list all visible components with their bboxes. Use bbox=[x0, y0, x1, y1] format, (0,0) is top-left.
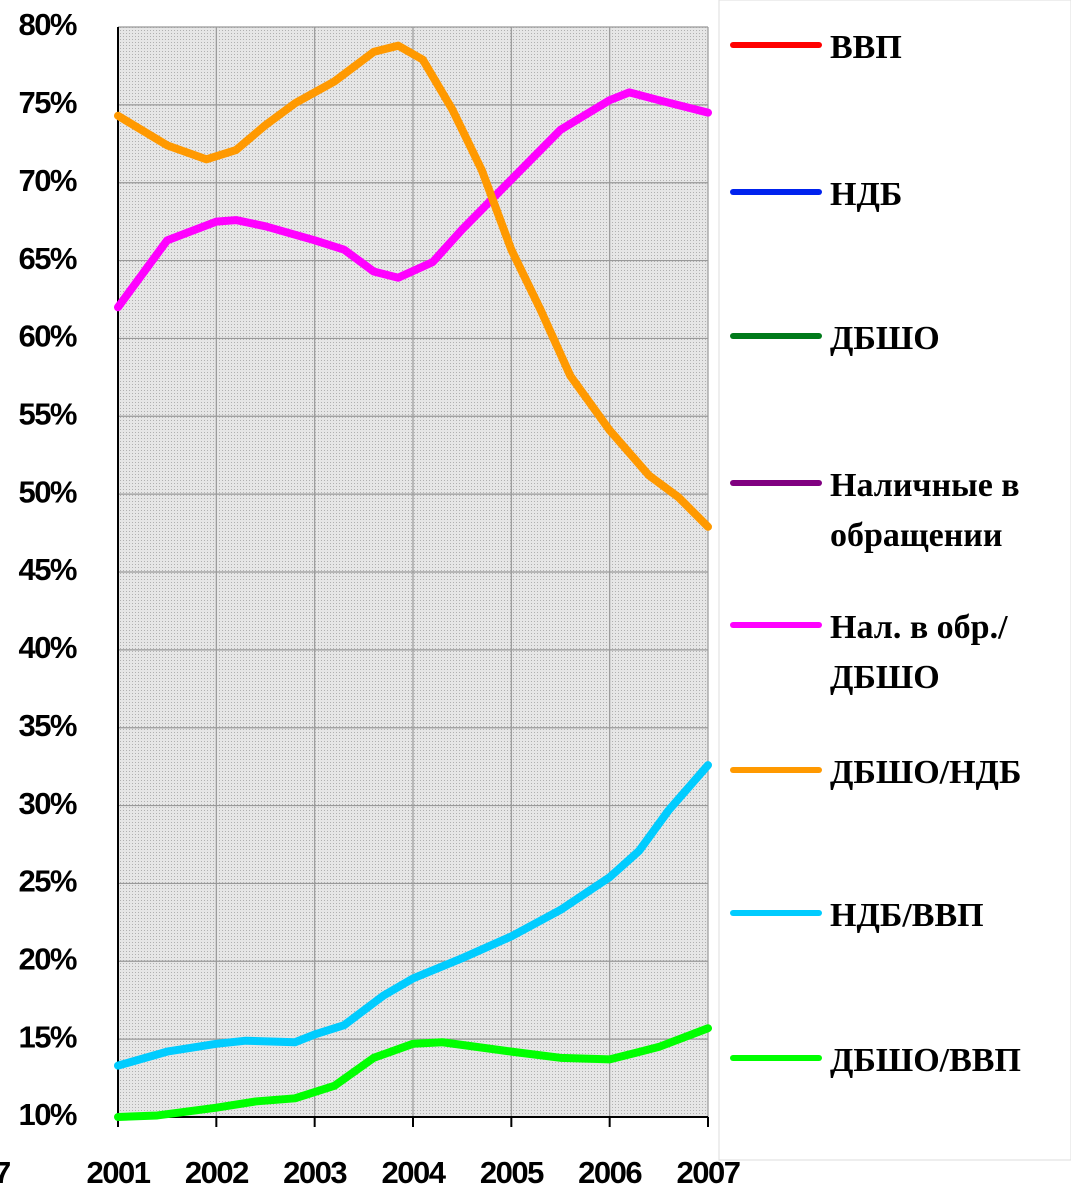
x-tick-label: 2003 bbox=[283, 1155, 347, 1190]
y-tick-label: 65% bbox=[18, 241, 76, 276]
y-tick-label: 50% bbox=[18, 474, 76, 509]
legend-label: ДБШО bbox=[830, 320, 940, 357]
y-tick-label: 30% bbox=[18, 786, 76, 821]
y-tick-label: 20% bbox=[18, 941, 76, 976]
x-tick-label: 2006 bbox=[578, 1155, 642, 1190]
series-line bbox=[114, 41, 712, 531]
legend-swatch bbox=[730, 767, 822, 773]
x-tick-label: 2002 bbox=[185, 1155, 248, 1190]
y-tick-label: 80% bbox=[18, 7, 76, 42]
legend-label: НДБ bbox=[830, 176, 903, 213]
legend-swatch bbox=[730, 1055, 822, 1061]
x-label-fragment: 7 bbox=[0, 1155, 10, 1190]
series-line bbox=[114, 1024, 712, 1121]
legend-swatch bbox=[730, 333, 822, 339]
y-tick-label: 10% bbox=[18, 1097, 76, 1132]
x-tick-label: 2004 bbox=[382, 1155, 447, 1190]
y-tick-label: 45% bbox=[18, 552, 76, 587]
y-tick-label: 60% bbox=[18, 319, 76, 354]
y-tick-label: 25% bbox=[18, 864, 76, 899]
series-line bbox=[114, 761, 712, 1070]
series-line bbox=[114, 88, 712, 312]
y-tick-label: 35% bbox=[18, 708, 76, 743]
legend-label: Нал. в обр./ДБШО bbox=[830, 609, 1008, 696]
legend-swatch bbox=[730, 480, 822, 486]
legend-swatch bbox=[730, 189, 822, 195]
legend-label: НДБ/ВВП bbox=[830, 897, 984, 934]
y-tick-label: 75% bbox=[18, 85, 76, 120]
x-tick-label: 2005 bbox=[480, 1155, 544, 1190]
y-tick-label: 70% bbox=[18, 163, 76, 198]
legend-swatch bbox=[730, 910, 822, 916]
legend-swatch bbox=[730, 42, 822, 48]
legend-label: ВВП bbox=[830, 29, 902, 66]
y-tick-label: 55% bbox=[18, 396, 76, 431]
x-tick-label: 2001 bbox=[87, 1155, 151, 1190]
legend-swatch bbox=[730, 622, 822, 628]
y-tick-label: 15% bbox=[18, 1019, 76, 1054]
legend-label: ДБШО/ВВП bbox=[830, 1042, 1021, 1079]
legend-label: ДБШО/НДБ bbox=[830, 754, 1022, 791]
y-tick-label: 40% bbox=[18, 630, 76, 665]
x-tick-label: 2007 bbox=[677, 1155, 740, 1190]
legend-label: Наличные в обращении bbox=[830, 467, 1020, 554]
